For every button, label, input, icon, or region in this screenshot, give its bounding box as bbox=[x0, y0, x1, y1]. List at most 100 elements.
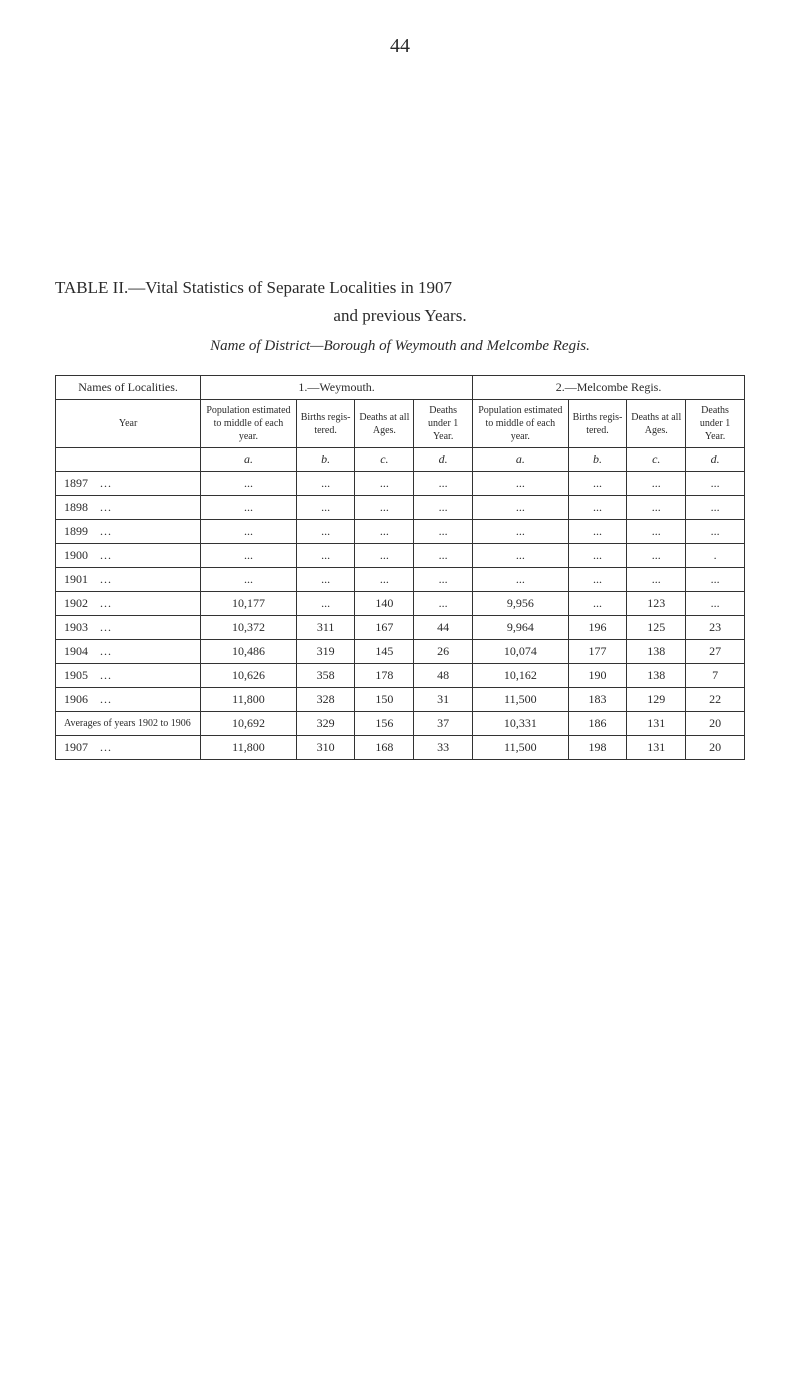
data-cell: ... bbox=[473, 544, 569, 568]
data-cell: ... bbox=[627, 496, 686, 520]
table-row: 1905 ...10,6263581784810,1621901387 bbox=[56, 664, 745, 688]
blank-cell bbox=[56, 448, 201, 472]
data-cell: 177 bbox=[568, 640, 627, 664]
data-cell: ... bbox=[414, 520, 473, 544]
data-cell: ... bbox=[355, 568, 414, 592]
table-label: TABLE II.— bbox=[55, 278, 145, 297]
avg-w-b: 329 bbox=[296, 712, 355, 736]
data-cell: 150 bbox=[355, 688, 414, 712]
data-cell: ... bbox=[355, 520, 414, 544]
localities-heading: Names of Localities. bbox=[56, 376, 201, 400]
data-cell: 10,162 bbox=[473, 664, 569, 688]
letter-c1: c. bbox=[355, 448, 414, 472]
data-cell: 10,372 bbox=[201, 616, 297, 640]
page-number: 44 bbox=[0, 35, 800, 58]
data-cell: 129 bbox=[627, 688, 686, 712]
letter-a2: a. bbox=[473, 448, 569, 472]
data-cell: 125 bbox=[627, 616, 686, 640]
letter-a1: a. bbox=[201, 448, 297, 472]
data-cell: ... bbox=[296, 472, 355, 496]
vital-stats-table: Names of Localities. 1.—Weymouth. 2.—Mel… bbox=[55, 375, 745, 760]
data-cell: 11,500 bbox=[473, 688, 569, 712]
data-cell: 9,956 bbox=[473, 592, 569, 616]
data-cell: 26 bbox=[414, 640, 473, 664]
data-cell: ... bbox=[414, 544, 473, 568]
m-deaths-all-heading: Deaths at all Ages. bbox=[627, 400, 686, 448]
data-cell: 22 bbox=[686, 688, 745, 712]
table-row: 1904 ...10,4863191452610,07417713827 bbox=[56, 640, 745, 664]
final-m-du: 20 bbox=[686, 736, 745, 760]
final-year: 1907 ... bbox=[56, 736, 201, 760]
letter-d1: d. bbox=[414, 448, 473, 472]
data-cell: ... bbox=[568, 472, 627, 496]
table-row: 1906 ...11,8003281503111,50018312922 bbox=[56, 688, 745, 712]
data-cell: 48 bbox=[414, 664, 473, 688]
data-cell: 311 bbox=[296, 616, 355, 640]
data-cell: ... bbox=[473, 472, 569, 496]
avg-w-du: 37 bbox=[414, 712, 473, 736]
data-cell: ... bbox=[686, 496, 745, 520]
data-cell: ... bbox=[201, 496, 297, 520]
table-row: 1898 ........................... bbox=[56, 496, 745, 520]
data-cell: ... bbox=[296, 544, 355, 568]
data-cell: 7 bbox=[686, 664, 745, 688]
data-cell: 138 bbox=[627, 640, 686, 664]
final-row: 1907 ... 11,800 310 168 33 11,500 198 13… bbox=[56, 736, 745, 760]
year-cell: 1901 ... bbox=[56, 568, 201, 592]
data-cell: 183 bbox=[568, 688, 627, 712]
avg-m-b: 186 bbox=[568, 712, 627, 736]
data-cell: ... bbox=[296, 592, 355, 616]
table-row: 1902 ...10,177...140...9,956...123... bbox=[56, 592, 745, 616]
data-cell: ... bbox=[201, 520, 297, 544]
data-cell: ... bbox=[686, 568, 745, 592]
data-cell: ... bbox=[627, 472, 686, 496]
year-cell: 1899 ... bbox=[56, 520, 201, 544]
avg-m-du: 20 bbox=[686, 712, 745, 736]
data-cell: ... bbox=[473, 568, 569, 592]
data-cell: ... bbox=[296, 520, 355, 544]
data-cell: ... bbox=[627, 520, 686, 544]
data-cell: 319 bbox=[296, 640, 355, 664]
w-pop-heading: Population estimated to middle of each y… bbox=[201, 400, 297, 448]
data-cell: 167 bbox=[355, 616, 414, 640]
final-w-du: 33 bbox=[414, 736, 473, 760]
letter-d2: d. bbox=[686, 448, 745, 472]
letter-b1: b. bbox=[296, 448, 355, 472]
w-births-heading: Births regis- tered. bbox=[296, 400, 355, 448]
final-m-pop: 11,500 bbox=[473, 736, 569, 760]
data-cell: ... bbox=[201, 472, 297, 496]
w-deaths-under-heading: Deaths under 1 Year. bbox=[414, 400, 473, 448]
averages-row: Averages of years 1902 to 1906 10,692 32… bbox=[56, 712, 745, 736]
data-cell: 145 bbox=[355, 640, 414, 664]
main-title: Vital Statistics of Separate Localities … bbox=[145, 278, 452, 297]
data-cell: ... bbox=[201, 544, 297, 568]
avg-m-pop: 10,331 bbox=[473, 712, 569, 736]
data-cell: ... bbox=[568, 520, 627, 544]
avg-m-da: 131 bbox=[627, 712, 686, 736]
data-cell: ... bbox=[473, 520, 569, 544]
data-cell: 123 bbox=[627, 592, 686, 616]
data-cell: 10,177 bbox=[201, 592, 297, 616]
data-cell: 196 bbox=[568, 616, 627, 640]
data-cell: ... bbox=[686, 472, 745, 496]
data-cell: 9,964 bbox=[473, 616, 569, 640]
data-cell: ... bbox=[627, 544, 686, 568]
table-row: 1903 ...10,372311167449,96419612523 bbox=[56, 616, 745, 640]
content-area: TABLE II.—Vital Statistics of Separate L… bbox=[0, 278, 800, 760]
year-cell: 1906 ... bbox=[56, 688, 201, 712]
year-cell: 1903 ... bbox=[56, 616, 201, 640]
year-heading: Year bbox=[56, 400, 201, 448]
m-births-heading: Births regis- tered. bbox=[568, 400, 627, 448]
letter-b2: b. bbox=[568, 448, 627, 472]
m-deaths-under-heading: Deaths under 1 Year. bbox=[686, 400, 745, 448]
data-cell: ... bbox=[296, 568, 355, 592]
data-cell: 11,800 bbox=[201, 688, 297, 712]
avg-w-pop: 10,692 bbox=[201, 712, 297, 736]
avg-w-da: 156 bbox=[355, 712, 414, 736]
year-cell: 1897 ... bbox=[56, 472, 201, 496]
data-cell: 31 bbox=[414, 688, 473, 712]
data-cell: ... bbox=[686, 592, 745, 616]
data-cell: ... bbox=[414, 592, 473, 616]
data-cell: 358 bbox=[296, 664, 355, 688]
data-cell: ... bbox=[414, 472, 473, 496]
